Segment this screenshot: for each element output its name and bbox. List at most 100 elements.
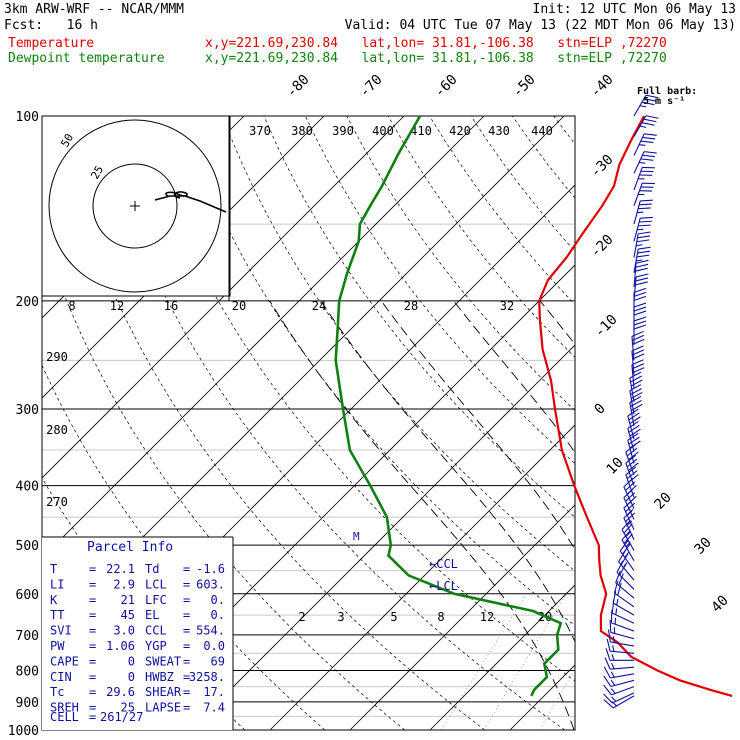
wind-barb-full: [633, 302, 647, 308]
temperature-trace: [538, 115, 733, 697]
wind-barb-full: [626, 470, 638, 480]
wind-barb-full: [630, 379, 643, 387]
moist-adiabat: [380, 300, 575, 551]
wind-barb-staff: [612, 692, 635, 704]
wind-barb-full: [606, 638, 611, 652]
wind-barb-full: [633, 324, 647, 330]
pressure-tick-label: 200: [16, 295, 39, 310]
wind-barb: [633, 316, 647, 345]
wind-barb-full: [639, 190, 653, 192]
wind-barb-full: [632, 363, 645, 370]
wind-barb-full: [643, 118, 657, 123]
forecast-hour: Fcst: 16 h: [4, 18, 98, 33]
parcel-param-value: 1.06: [106, 639, 135, 653]
dry-adiabat: [222, 116, 575, 572]
parcel-param-equals: =: [89, 701, 96, 715]
wind-barb: [633, 133, 657, 156]
wind-barb: [610, 610, 635, 632]
mixing-ratio-line: [483, 593, 567, 730]
ccl-marker: ←CCL: [429, 557, 458, 571]
pressure-tick-label: 500: [16, 539, 39, 554]
wind-barb-full: [631, 330, 644, 337]
wind-barb-half: [611, 654, 615, 661]
wind-barb: [633, 182, 655, 206]
parcel-param-value: 3.0: [113, 624, 135, 638]
wind-barb-full: [627, 432, 639, 441]
wind-barb: [631, 345, 645, 375]
moist-adiabat: [320, 300, 575, 643]
parcel-param-equals: =: [89, 593, 96, 607]
parcel-param-value: 0.: [211, 593, 225, 607]
parcel-param-value: 2.9: [113, 577, 135, 591]
wind-barb: [603, 675, 635, 688]
isotherm-label: 40: [709, 593, 732, 616]
wind-barb: [633, 115, 659, 137]
wind-barb-full: [623, 508, 634, 519]
hodograph-scale-label: 32: [500, 299, 514, 313]
isotherm-label: -10: [592, 312, 621, 341]
parcel-param-equals: =: [183, 654, 190, 668]
wind-barb: [627, 420, 641, 452]
hodograph-ring-label: 50: [58, 132, 76, 150]
wind-barb-full: [617, 583, 622, 596]
wind-barb-full: [639, 174, 653, 176]
wind-barb-full: [625, 454, 637, 464]
wind-barb-full: [627, 408, 639, 417]
parcel-param-equals: =: [89, 685, 96, 699]
wind-barb-full: [625, 466, 637, 476]
hodograph: 25 50: [41, 115, 231, 301]
wind-barb-staff: [611, 622, 635, 632]
init-time: Init: 12 UTC Mon 06 May 13: [532, 2, 737, 17]
wind-barb-half: [611, 662, 615, 670]
wind-barb-full: [635, 267, 648, 272]
wind-barb: [603, 684, 635, 696]
wind-barb-full: [635, 281, 648, 286]
model-title: 3km ARW-WRF -- NCAR/MMM: [4, 2, 185, 17]
theta-label: 410: [410, 124, 432, 138]
parcel-info-box: Parcel Info T = 22.1 Td = -1.6 LI = 2.9 LCL = 603. K =…: [42, 536, 234, 730]
wind-barb-full: [644, 133, 657, 136]
parcel-param-equals: =: [89, 639, 96, 653]
wind-barb-half: [636, 244, 643, 247]
dry-adiabat: [346, 116, 575, 411]
parcel-param-equals: =: [183, 624, 190, 638]
wind-barb-full: [633, 287, 647, 293]
wind-barb-staff: [633, 263, 637, 288]
isotherm-label: -40: [588, 72, 617, 101]
isotherm-line: [509, 664, 575, 730]
dry-adiabat: [387, 116, 575, 358]
wind-barb-staff: [611, 686, 635, 696]
wind-barb-half: [612, 636, 615, 643]
parcel-param-name: CCL: [145, 624, 167, 638]
pressure-tick-label: 700: [16, 629, 39, 644]
dry-adiabat: [56, 116, 486, 730]
pressure-tick-label: 1000: [8, 724, 39, 739]
wind-barb: [621, 519, 635, 551]
wind-barb-full: [628, 462, 639, 472]
wind-barb-half: [610, 688, 616, 694]
wind-barb-full: [633, 306, 647, 312]
isotherm-label: -50: [510, 72, 539, 101]
mixing-ratio-label: 8: [437, 610, 444, 624]
theta-label: 420: [449, 124, 471, 138]
parcel-param-equals: =: [183, 701, 190, 715]
wind-barb: [633, 216, 653, 242]
wind-barb: [627, 408, 641, 440]
wind-barb-half: [639, 125, 647, 128]
grid-lines: [42, 116, 717, 730]
wind-barb: [625, 443, 639, 475]
parcel-cell-name: CELL: [50, 710, 79, 724]
wind-barb-staff: [610, 641, 635, 647]
wind-barb-full: [629, 396, 642, 404]
hodograph-ring-label: 25: [88, 164, 106, 182]
parcel-param-name: SREH: [50, 701, 79, 715]
wind-barb: [633, 246, 651, 273]
wind-barb-full: [603, 675, 612, 687]
wind-barb-full: [636, 254, 650, 258]
parcel-param-equals: =: [89, 670, 96, 684]
wind-barb: [615, 570, 635, 599]
mixing-ratio-line: [643, 594, 717, 730]
wind-barb: [611, 600, 635, 624]
isotherm-line: [349, 504, 575, 730]
parcel-param-equals: =: [183, 670, 190, 684]
